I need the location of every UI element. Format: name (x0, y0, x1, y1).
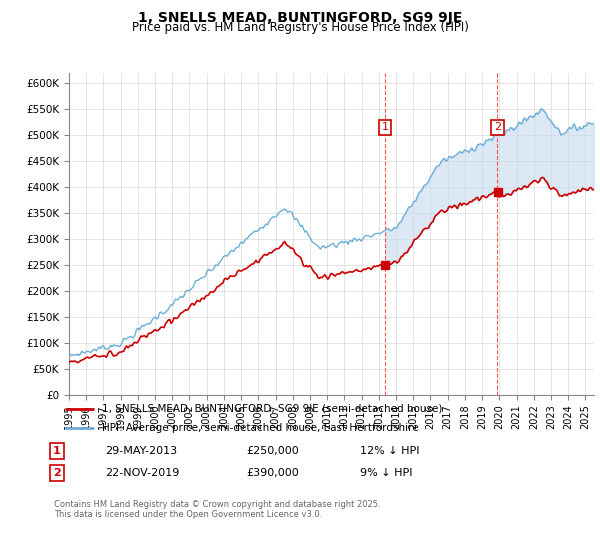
Text: 2: 2 (53, 468, 61, 478)
Text: 29-MAY-2013: 29-MAY-2013 (105, 446, 177, 456)
Text: £390,000: £390,000 (246, 468, 299, 478)
Text: Contains HM Land Registry data © Crown copyright and database right 2025.
This d: Contains HM Land Registry data © Crown c… (54, 500, 380, 519)
Text: 12% ↓ HPI: 12% ↓ HPI (360, 446, 419, 456)
Text: 1, SNELLS MEAD, BUNTINGFORD, SG9 9JE: 1, SNELLS MEAD, BUNTINGFORD, SG9 9JE (138, 11, 462, 25)
Text: 22-NOV-2019: 22-NOV-2019 (105, 468, 179, 478)
Text: 1, SNELLS MEAD, BUNTINGFORD, SG9 9JE (semi-detached house): 1, SNELLS MEAD, BUNTINGFORD, SG9 9JE (se… (101, 404, 442, 414)
Text: Price paid vs. HM Land Registry's House Price Index (HPI): Price paid vs. HM Land Registry's House … (131, 21, 469, 34)
Text: 1: 1 (53, 446, 61, 456)
Text: 2: 2 (494, 122, 501, 132)
Text: 9% ↓ HPI: 9% ↓ HPI (360, 468, 413, 478)
Text: £250,000: £250,000 (246, 446, 299, 456)
Text: 1: 1 (382, 122, 389, 132)
Text: HPI: Average price, semi-detached house, East Hertfordshire: HPI: Average price, semi-detached house,… (101, 423, 418, 433)
